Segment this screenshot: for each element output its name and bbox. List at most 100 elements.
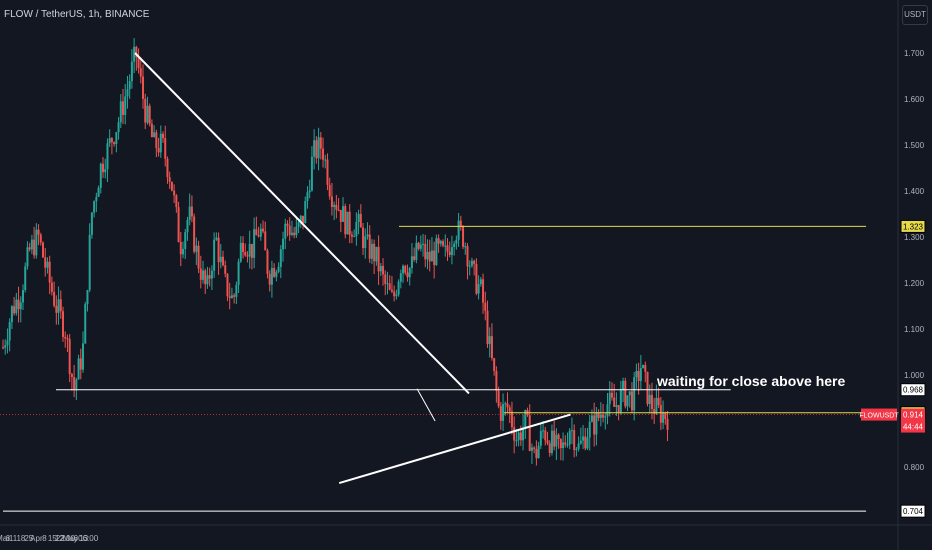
candle-up	[248, 243, 251, 257]
candle-up	[582, 436, 585, 441]
candle-up	[153, 132, 156, 138]
time-tick-label: 18	[16, 534, 25, 543]
candle-down	[624, 380, 627, 407]
candle-down	[166, 158, 169, 178]
symbol-title[interactable]: FLOW / TetherUS, 1h, BINANCE	[4, 9, 150, 20]
currency-button[interactable]: USDT	[902, 5, 928, 25]
time-tick-label: 6	[73, 534, 78, 543]
candle-down	[197, 245, 200, 269]
candle-up	[237, 261, 240, 285]
candle-up	[366, 234, 369, 237]
candle-up	[99, 163, 102, 188]
candle-up	[19, 302, 22, 310]
candle-down	[637, 371, 640, 382]
candle-down	[508, 407, 511, 412]
candle-down	[102, 163, 105, 173]
candle-up	[608, 392, 611, 405]
candle-up	[639, 368, 642, 382]
candle-down	[222, 256, 225, 266]
candle-down	[246, 255, 249, 257]
candle-down	[382, 265, 385, 275]
candle-up	[633, 377, 636, 411]
candle-down	[499, 406, 502, 421]
candle-up	[282, 238, 285, 250]
candle-up	[213, 239, 216, 271]
candle-up	[575, 448, 578, 450]
candle-down	[535, 448, 538, 459]
candle-down	[33, 239, 36, 256]
candle-down	[193, 216, 196, 252]
candle-up	[479, 279, 482, 285]
candle-down	[519, 432, 522, 441]
candle-down	[233, 295, 236, 297]
candle-up	[8, 322, 11, 341]
candle-up	[88, 234, 91, 291]
candle-down	[546, 440, 549, 444]
candle-down	[162, 133, 165, 139]
candle-up	[453, 243, 456, 248]
candle-down	[417, 242, 420, 249]
candle-down	[597, 412, 600, 419]
candle-down	[646, 371, 649, 405]
candle-up	[10, 306, 13, 323]
price-tick-label: 1.700	[904, 49, 925, 58]
candle-down	[164, 138, 167, 159]
candle-up	[159, 133, 162, 153]
candle-up	[542, 430, 545, 432]
candle-up	[402, 265, 405, 274]
candle-down	[602, 414, 605, 418]
candle-up	[90, 212, 93, 235]
price-tick-label: 1.200	[904, 279, 925, 288]
candle-up	[606, 404, 609, 417]
candle-down	[73, 377, 76, 390]
candle-up	[4, 345, 7, 348]
candle-down	[373, 243, 376, 262]
candle-down	[513, 427, 516, 441]
last-price-box	[901, 408, 925, 433]
candle-down	[266, 250, 269, 274]
time-tick-label: 13	[79, 534, 88, 543]
candle-up	[235, 284, 238, 297]
price-tick-label: 1.400	[904, 187, 925, 196]
candle-down	[475, 264, 478, 294]
candle-up	[342, 206, 345, 222]
candle-down	[486, 310, 489, 345]
price-tick-label: 1.000	[904, 371, 925, 380]
candle-down	[613, 397, 616, 407]
candle-down	[48, 261, 51, 283]
candle-down	[446, 245, 449, 252]
candle-up	[279, 249, 282, 267]
candle-down	[62, 311, 65, 337]
candle-up	[75, 379, 78, 390]
candle-up	[588, 421, 591, 438]
candle-up	[290, 232, 293, 235]
candle-up	[299, 215, 302, 223]
symbol-badge	[861, 408, 897, 421]
candle-up	[399, 273, 402, 282]
candle-up	[86, 290, 89, 305]
price-label: 0.704	[903, 507, 924, 516]
candle-up	[524, 410, 527, 428]
candle-up	[275, 271, 278, 277]
candle-down	[484, 302, 487, 311]
candle-down	[462, 226, 465, 247]
candle-down	[13, 306, 16, 314]
price-label: 0.968	[903, 386, 924, 395]
candle-down	[344, 206, 347, 235]
candle-down	[175, 195, 178, 208]
candle-up	[182, 248, 185, 255]
candle-up	[408, 268, 411, 278]
candle-down	[44, 257, 47, 268]
candle-up	[35, 229, 38, 256]
upper-trendline	[134, 52, 470, 395]
candle-down	[122, 101, 125, 115]
candle-up	[619, 389, 622, 413]
price-label-box	[900, 219, 926, 233]
candle-down	[337, 209, 340, 211]
candle-down	[328, 184, 331, 197]
candle-down	[170, 181, 173, 191]
candle-down	[228, 296, 231, 298]
candle-down	[302, 215, 305, 224]
